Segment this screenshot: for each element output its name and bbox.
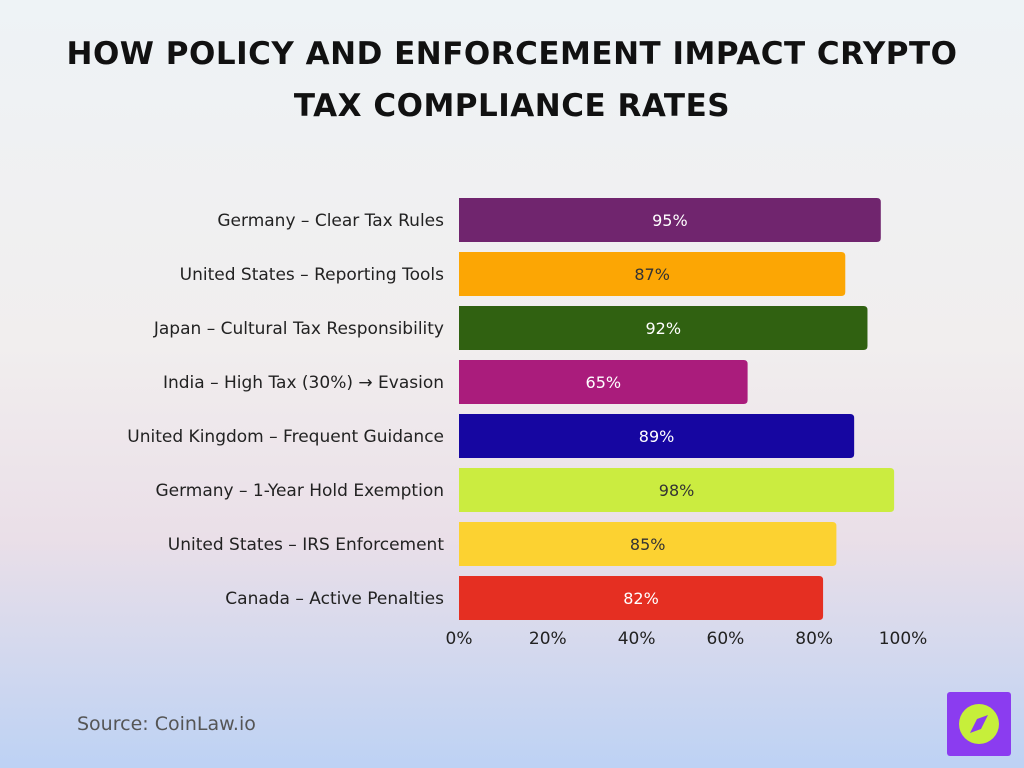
source-text: Source: CoinLaw.io — [77, 713, 256, 735]
bar-value-label: 89% — [639, 427, 675, 446]
x-tick-label: 0% — [446, 629, 473, 649]
x-tick-label: 100% — [879, 629, 928, 649]
bar-value-label: 87% — [634, 265, 670, 284]
chart-title: How Policy and Enforcement Impact Crypto… — [66, 36, 958, 124]
bar — [459, 252, 846, 296]
bar — [459, 522, 837, 566]
category-label: United States – Reporting Tools — [180, 265, 444, 285]
bar-value-label: 85% — [630, 535, 666, 554]
category-label: United Kingdom – Frequent Guidance — [127, 427, 444, 447]
bar — [459, 468, 895, 512]
bar — [459, 306, 868, 350]
x-tick-label: 40% — [618, 629, 656, 649]
category-label: Japan – Cultural Tax Responsibility — [153, 319, 444, 339]
bar-value-label: 82% — [623, 589, 659, 608]
x-tick-label: 20% — [529, 629, 567, 649]
x-tick-label: 60% — [707, 629, 745, 649]
bar — [459, 576, 824, 620]
compass-icon — [970, 715, 988, 733]
category-label: Germany – 1-Year Hold Exemption — [155, 481, 444, 501]
x-tick-label: 80% — [795, 629, 833, 649]
bar-value-label: 92% — [645, 319, 681, 338]
bar-value-label: 65% — [586, 373, 622, 392]
bar — [459, 414, 855, 458]
bar — [459, 198, 881, 242]
category-label: United States – IRS Enforcement — [168, 535, 445, 555]
bar-value-label: 95% — [652, 211, 688, 230]
bar — [459, 360, 748, 404]
category-label: Germany – Clear Tax Rules — [217, 211, 444, 231]
brand-logo — [947, 692, 1011, 756]
category-label: Canada – Active Penalties — [225, 589, 444, 609]
category-label: India – High Tax (30%) → Evasion — [163, 373, 444, 393]
bar-value-label: 98% — [659, 481, 695, 500]
